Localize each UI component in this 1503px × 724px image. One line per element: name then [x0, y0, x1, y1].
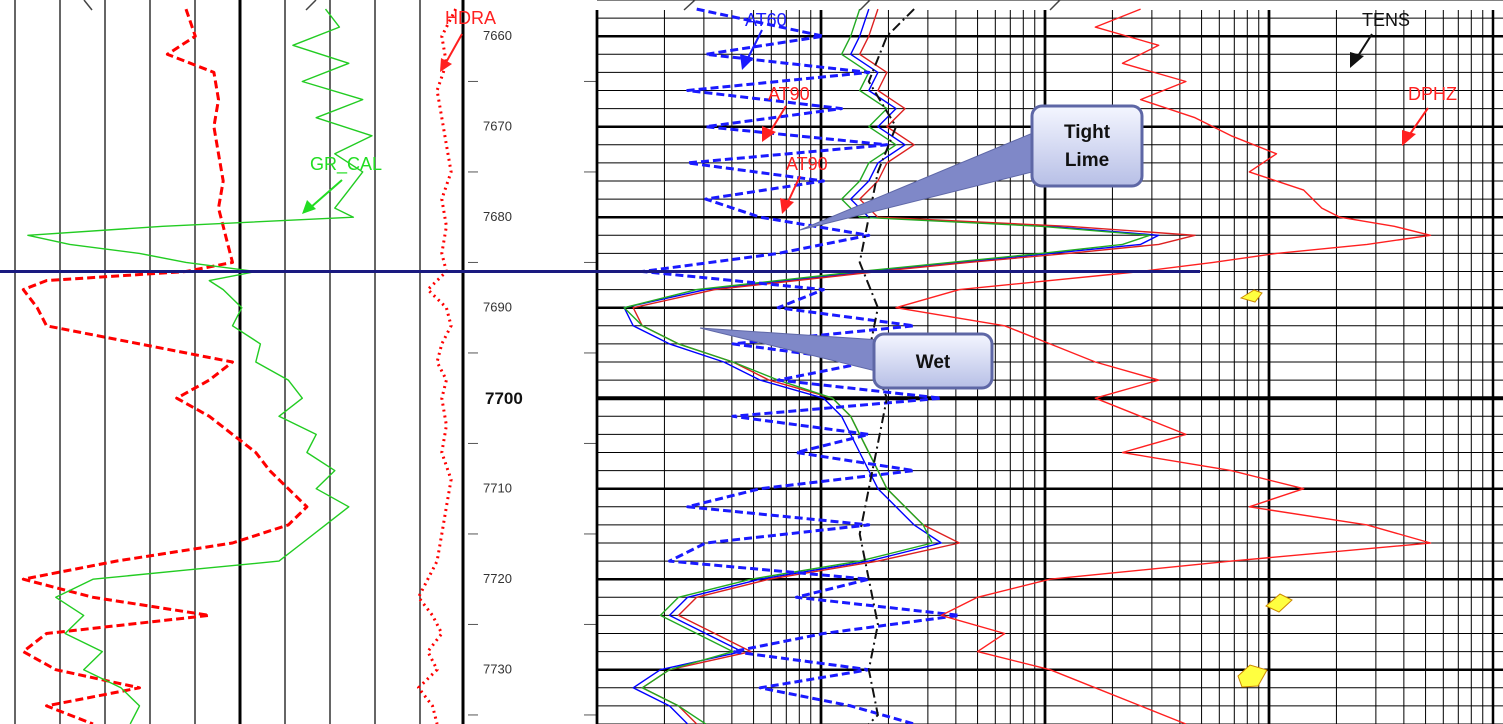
- arrowhead-gr-cal: [302, 200, 316, 214]
- crossover-shading: [1237, 289, 1293, 688]
- arrowhead-tens: [1350, 52, 1364, 68]
- depth-tick-label: 7660: [483, 28, 512, 43]
- fragment-mark: [83, 0, 93, 11]
- curve-label-hdra: HDRA: [445, 8, 496, 28]
- depth-tick-label: 7710: [483, 481, 512, 496]
- curve-label-at90-lower: AT90: [786, 154, 828, 174]
- callout-line: Tight: [1064, 122, 1111, 143]
- depth-tick-label: 7720: [483, 571, 512, 586]
- fragment-mark: [1049, 0, 1061, 11]
- curve-label-gr-cal: GR_CAL: [310, 154, 382, 175]
- arrow-at60: [747, 29, 763, 59]
- log-curve: [417, 8, 458, 724]
- callout-tight-lime: Tight Lime: [799, 104, 1144, 231]
- depth-tick-label: 7670: [483, 119, 512, 134]
- callout-box: [872, 332, 994, 390]
- log-curve: [21, 8, 309, 724]
- arrowhead-at90-upper: [762, 126, 776, 142]
- arrowhead-hdra: [440, 58, 452, 72]
- log-curve: [623, 8, 1160, 724]
- callout-line: Wet: [916, 352, 951, 373]
- depth-tick-label: 7730: [483, 662, 512, 677]
- arrowhead-dphz: [1402, 130, 1416, 146]
- top-fragments: [83, 0, 1061, 11]
- arrow-tens: [1357, 33, 1373, 57]
- callout-box: [1030, 104, 1144, 188]
- depth-tick-label: 7690: [483, 300, 512, 315]
- fragment-mark: [305, 0, 317, 11]
- curve-label-at60: AT60: [745, 10, 787, 30]
- depth-tick-label: 7700: [485, 389, 523, 408]
- curve-label-dphz: DPHZ: [1408, 84, 1457, 104]
- log-curve: [895, 8, 1432, 724]
- curve-label-tens: TENS: [1362, 10, 1410, 30]
- crossover-patch: [1237, 664, 1268, 688]
- arrow-at90-upper: [769, 105, 787, 133]
- track1-grid: [14, 0, 465, 724]
- fragment-mark: [859, 0, 871, 11]
- log-curve: [623, 8, 1151, 724]
- callout-line: Lime: [1065, 150, 1109, 171]
- curve-labels: HDRA GR_CAL AT60 AT90 AT90 TENS DPHZ: [310, 8, 1457, 175]
- depth-tick-label: 7680: [483, 209, 512, 224]
- crossover-patch: [1265, 593, 1293, 613]
- curves: [21, 7, 1432, 724]
- log-curve: [640, 7, 961, 724]
- arrowhead-at60: [740, 54, 754, 70]
- arrow-dphz: [1409, 107, 1429, 135]
- arrowhead-at90-lower: [780, 198, 794, 214]
- label-arrows: [302, 29, 1429, 214]
- curve-label-at90-upper: AT90: [768, 84, 810, 104]
- track2-grid: [595, 0, 1503, 724]
- fragment-mark: [683, 0, 696, 11]
- crossover-patch: [1239, 289, 1263, 303]
- log-curve: [27, 8, 373, 724]
- callout-wet: Wet: [699, 327, 994, 390]
- arrow-gr-cal: [309, 179, 343, 209]
- arrow-at90-lower: [787, 175, 801, 203]
- arrow-hdra: [443, 33, 463, 67]
- depth-ticks: 7660 7670 7680 7690 7700 7710 7720 7730: [468, 28, 597, 716]
